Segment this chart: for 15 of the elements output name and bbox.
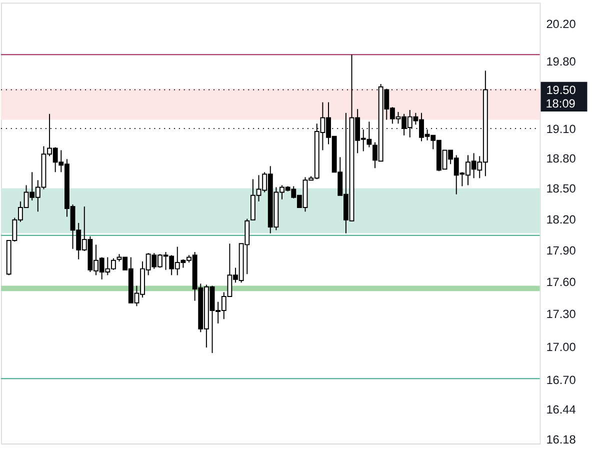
y-tick-label: 18.80 [546,152,576,166]
y-tick-label: 19.50 [546,83,576,98]
y-tick-label: 17.90 [546,243,576,258]
y-tick-label: 16.18 [546,432,576,446]
y-tick-label: 18.20 [546,212,576,226]
y-tick-label: 18.50 [546,182,576,196]
y-tick-label: 17.60 [546,274,576,289]
y-tick-label: 16.44 [546,402,576,417]
y-tick-label: 17.00 [546,340,576,354]
y-tick-label: 19.10 [546,122,576,136]
y-tick-label: 17.30 [546,307,576,322]
text: 18:09 [546,96,576,111]
y-tick-label: 16.70 [546,373,576,388]
y-tick-label: 20.20 [546,17,576,32]
y-tick-label: 19.80 [546,54,576,69]
